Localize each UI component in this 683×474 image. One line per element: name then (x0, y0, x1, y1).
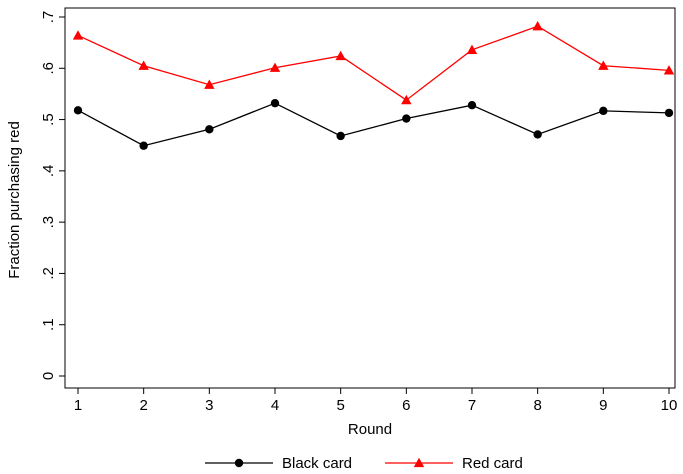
legend-item-1: Red card (385, 455, 523, 472)
legend-marker (413, 457, 425, 468)
data-point-circle (73, 106, 83, 115)
y-tick-label: .2 (40, 267, 57, 280)
x-tick-label: 2 (139, 397, 147, 414)
x-tick-label: 8 (533, 397, 541, 414)
data-point-triangle (532, 21, 543, 31)
x-tick-label: 3 (205, 397, 213, 414)
y-tick-label: .4 (40, 165, 57, 178)
series-0 (73, 98, 674, 150)
data-point-triangle (663, 65, 675, 75)
x-tick-label: 9 (599, 397, 607, 414)
data-point-circle (205, 125, 214, 134)
series-1 (72, 21, 675, 105)
series-line (77, 102, 670, 147)
data-point-circle (139, 141, 148, 150)
data-point-triangle (335, 50, 346, 61)
y-axis: 0 .1 .2 .3 .4 .5 .6 .7 (40, 11, 65, 380)
x-axis: 1 2 3 4 5 6 7 8 9 10 (74, 388, 678, 414)
data-point-triangle (401, 94, 412, 105)
data-point-triangle (269, 62, 281, 72)
x-tick-label: 10 (661, 397, 678, 414)
legend: Black card Red card (205, 455, 523, 472)
data-point-circle (270, 98, 280, 108)
legend-marker (234, 458, 244, 468)
y-tick-label: .6 (40, 62, 57, 75)
y-tick-label: .1 (40, 318, 57, 331)
x-tick-label: 1 (74, 397, 82, 414)
data-point-triangle (72, 30, 84, 40)
data-point-circle (336, 131, 345, 141)
series-line (77, 25, 670, 101)
x-tick-label: 5 (336, 397, 344, 414)
x-tick-label: 6 (402, 397, 410, 414)
x-tick-label: 7 (468, 397, 476, 414)
data-point-triangle (138, 60, 149, 70)
data-point-circle (467, 101, 477, 110)
data-point-triangle (598, 60, 609, 70)
legend-label: Red card (462, 455, 523, 472)
data-point-triangle (204, 79, 215, 89)
y-tick-label: .5 (40, 113, 57, 126)
data-point-circle (402, 114, 411, 123)
plot-frame (64, 7, 676, 389)
data-point-circle (599, 106, 608, 116)
x-axis-title: Round (348, 421, 392, 438)
y-axis-title: Fraction purchasing red (6, 121, 23, 279)
data-point-triangle (466, 44, 478, 54)
y-tick-label: .7 (40, 11, 57, 24)
data-point-circle (533, 130, 542, 139)
y-tick-label: 0 (40, 372, 57, 380)
legend-item-0: Black card (205, 455, 352, 472)
data-point-circle (664, 108, 674, 118)
y-tick-label: .3 (40, 216, 57, 229)
series-layer (72, 21, 675, 150)
x-tick-label: 4 (271, 397, 279, 414)
legend-label: Black card (282, 455, 352, 472)
